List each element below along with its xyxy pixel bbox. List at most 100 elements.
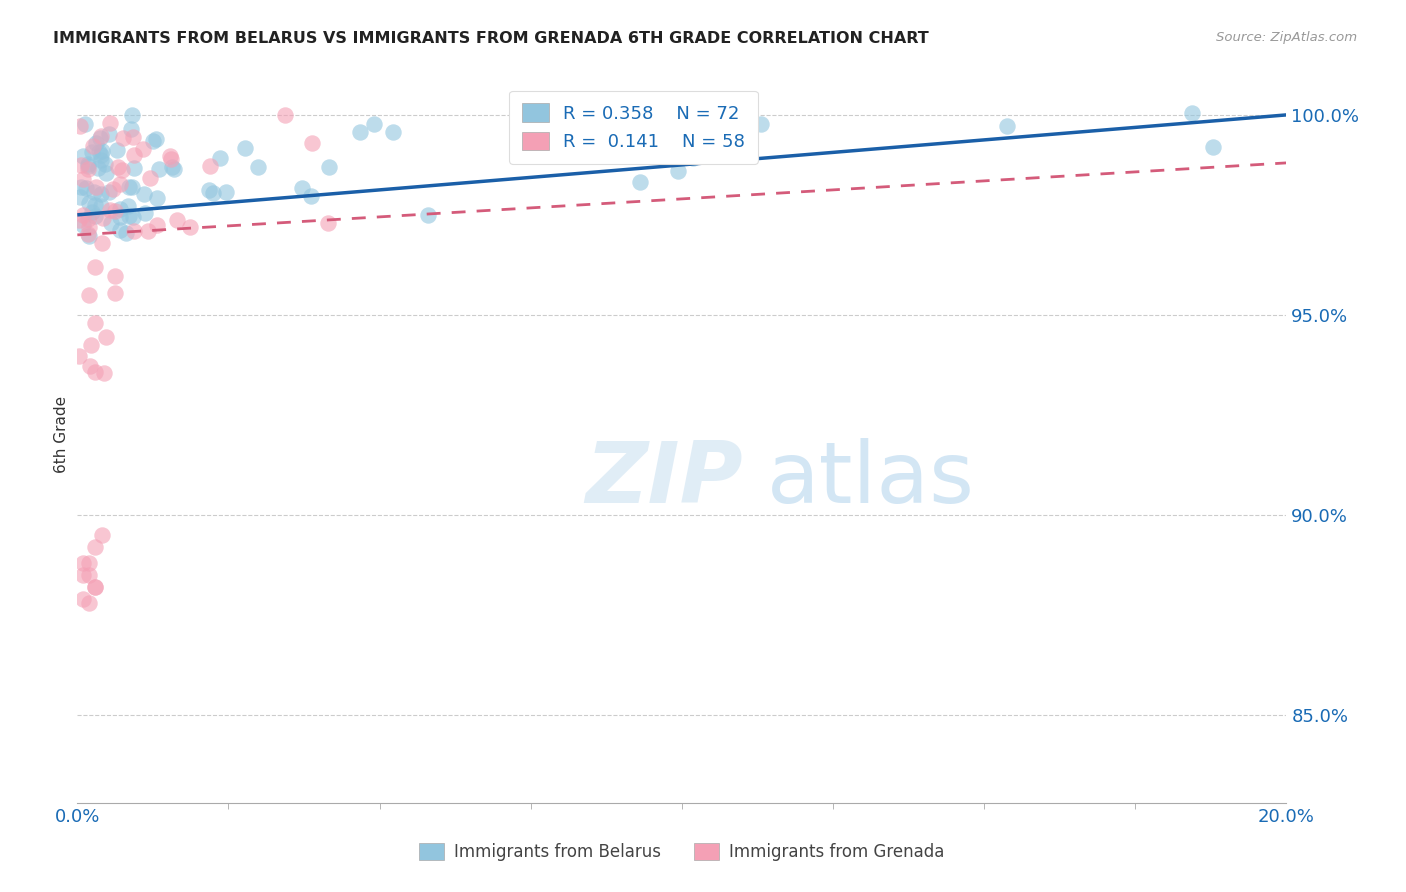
Point xyxy=(134,206,156,220)
Point xyxy=(628,175,651,189)
Point xyxy=(90,153,112,167)
Point xyxy=(87,161,110,175)
Point xyxy=(132,186,155,201)
Point xyxy=(69,189,91,203)
Point xyxy=(100,116,122,130)
Point xyxy=(108,222,131,236)
Point xyxy=(84,580,107,594)
Y-axis label: 6th Grade: 6th Grade xyxy=(53,396,69,474)
Point xyxy=(84,366,107,380)
Point xyxy=(318,160,340,174)
Point xyxy=(89,131,111,145)
Point xyxy=(200,159,222,173)
Point xyxy=(160,152,183,166)
Point xyxy=(79,359,101,374)
Point xyxy=(84,198,107,212)
Point xyxy=(98,185,121,199)
Point xyxy=(77,212,100,227)
Point xyxy=(96,330,118,344)
Point xyxy=(107,161,129,175)
Point xyxy=(69,119,91,133)
Point xyxy=(118,209,141,223)
Point xyxy=(76,227,98,241)
Point xyxy=(83,185,105,199)
Point xyxy=(146,191,169,205)
Point xyxy=(103,182,125,196)
Point xyxy=(108,177,131,191)
Point xyxy=(166,213,188,227)
Point xyxy=(72,171,94,186)
Point xyxy=(94,166,117,180)
Point xyxy=(159,149,181,163)
Point xyxy=(104,203,127,218)
Point xyxy=(122,224,145,238)
Point xyxy=(121,108,143,122)
Point xyxy=(67,349,90,363)
Point xyxy=(179,219,201,234)
Point xyxy=(94,156,117,170)
Point xyxy=(72,591,94,606)
Point xyxy=(162,160,184,174)
Point xyxy=(117,199,139,213)
Point xyxy=(299,188,322,202)
Point xyxy=(72,208,94,222)
Point xyxy=(316,216,339,230)
Point xyxy=(77,161,100,176)
Point xyxy=(90,199,112,213)
Point xyxy=(138,224,160,238)
Point xyxy=(79,196,101,211)
Point xyxy=(201,186,224,201)
Point xyxy=(108,210,131,224)
Point xyxy=(91,211,114,226)
Point xyxy=(121,180,143,194)
Point xyxy=(111,162,134,177)
Point xyxy=(79,556,101,570)
Point xyxy=(75,181,97,195)
Point xyxy=(79,228,101,243)
Point xyxy=(80,145,103,159)
Point xyxy=(121,130,143,145)
Point xyxy=(86,136,108,151)
Point xyxy=(1202,140,1225,154)
Point xyxy=(67,213,90,227)
Point xyxy=(120,121,142,136)
Point xyxy=(72,149,94,163)
Point xyxy=(112,131,135,145)
Point xyxy=(93,366,115,380)
Point xyxy=(80,204,103,219)
Point xyxy=(90,129,112,144)
Point xyxy=(82,138,104,153)
Point xyxy=(115,226,138,240)
Point xyxy=(79,219,101,234)
Point xyxy=(301,136,323,150)
Point xyxy=(104,269,127,284)
Point xyxy=(121,210,143,224)
Point xyxy=(84,180,107,194)
Point xyxy=(122,161,145,176)
Point xyxy=(90,186,112,201)
Point xyxy=(246,160,269,174)
Point xyxy=(274,108,297,122)
Point xyxy=(77,159,100,173)
Point xyxy=(683,137,706,152)
Point xyxy=(100,216,122,230)
Point xyxy=(98,127,121,141)
Point xyxy=(118,179,141,194)
Point xyxy=(666,164,689,178)
Point xyxy=(75,117,97,131)
Text: Source: ZipAtlas.com: Source: ZipAtlas.com xyxy=(1216,31,1357,45)
Point xyxy=(90,148,112,162)
Point xyxy=(70,180,93,194)
Point xyxy=(349,125,371,139)
Point xyxy=(145,218,167,232)
Text: atlas: atlas xyxy=(766,437,974,521)
Point xyxy=(84,580,107,594)
Point xyxy=(139,171,162,186)
Point xyxy=(87,145,110,159)
Point xyxy=(72,556,94,570)
Point xyxy=(90,528,112,542)
Point xyxy=(1181,106,1204,120)
Legend: R = 0.358    N = 72, R =  0.141    N = 58: R = 0.358 N = 72, R = 0.141 N = 58 xyxy=(509,91,758,163)
Point xyxy=(132,142,155,156)
Point xyxy=(80,338,103,352)
